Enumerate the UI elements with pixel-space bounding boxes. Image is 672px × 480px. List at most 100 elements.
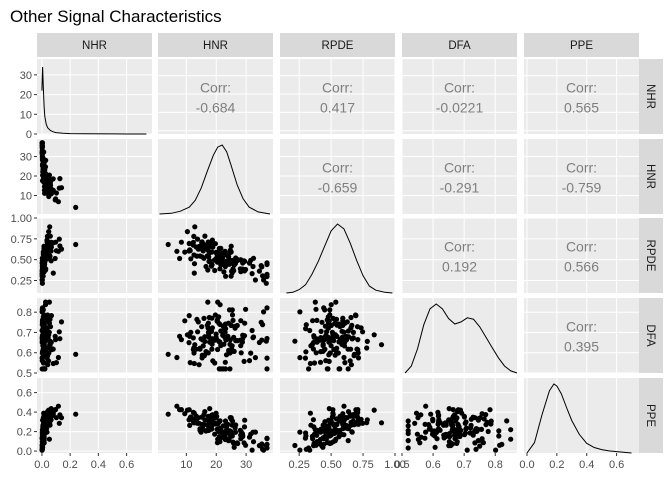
scatter-point <box>205 267 211 273</box>
scatter-point <box>450 407 456 413</box>
scatter-point <box>73 351 79 357</box>
scatter-point <box>45 175 52 181</box>
scatter-point <box>194 253 200 259</box>
panel-dfa-hnr <box>158 298 273 374</box>
scatter-point <box>350 418 356 424</box>
scatter-point <box>415 436 421 443</box>
scatter-point <box>340 321 346 328</box>
panel-background <box>524 218 639 293</box>
scatter-point <box>58 415 65 421</box>
strip-label: HNR <box>203 40 228 52</box>
scatter-point <box>40 314 46 320</box>
scatter-point <box>309 341 315 347</box>
scatter-point <box>264 305 270 311</box>
scatter-point <box>46 299 53 305</box>
strip-right-rpde <box>639 218 663 293</box>
scatter-point <box>463 419 469 425</box>
scatter-point <box>354 346 360 352</box>
scatter-point <box>199 355 205 361</box>
scatter-point <box>228 273 234 279</box>
scatter-point <box>174 248 180 254</box>
x-tick-label: 0.6 <box>609 459 624 471</box>
scatter-point <box>250 263 256 270</box>
scatter-point <box>248 431 254 437</box>
scatter-point <box>191 233 197 239</box>
scatter-point <box>336 428 342 434</box>
scatter-point <box>215 421 221 427</box>
scatter-point <box>195 329 201 335</box>
scatter-point <box>226 307 233 313</box>
panel-rpde-rpde <box>280 218 396 294</box>
scatter-point <box>479 411 485 417</box>
scatter-point <box>204 253 210 259</box>
scatter-point <box>307 360 313 367</box>
scatter-point <box>496 428 502 434</box>
scatter-point <box>252 277 258 283</box>
scatter-point <box>186 313 192 319</box>
scatter-point <box>56 329 62 335</box>
scatter-point <box>222 251 228 258</box>
scatter-point <box>412 420 418 426</box>
scatter-point <box>184 332 190 338</box>
scatter-point <box>52 333 58 339</box>
scatter-point <box>360 420 366 426</box>
scatter-point <box>405 430 411 437</box>
scatter-point <box>45 244 52 250</box>
x-tick-label: 0.6 <box>425 459 440 471</box>
scatter-point <box>474 428 480 434</box>
density-curve-dfa <box>404 303 518 374</box>
scatter-point <box>57 176 63 182</box>
scatter-point <box>348 362 354 368</box>
scatter-point <box>177 255 183 262</box>
scatter-point <box>39 140 45 146</box>
scatter-point <box>196 362 202 368</box>
scatter-point <box>430 428 436 434</box>
scatter-point <box>41 257 47 263</box>
panel-rpde-hnr <box>158 217 273 293</box>
corr-value: -0.0221 <box>436 100 484 116</box>
scatter-point <box>40 431 47 437</box>
scatter-point <box>205 299 211 305</box>
panel-hnr-dfa: Corr: -0.291 <box>401 139 517 214</box>
scatter-point <box>46 192 52 198</box>
scatter-point <box>252 429 258 435</box>
scatter-point <box>432 444 438 450</box>
corr-label: Corr: <box>444 80 475 96</box>
scatter-point <box>45 362 51 368</box>
scatter-point <box>341 403 347 409</box>
y-tick-label: 0.50 <box>11 255 32 267</box>
scatter-point <box>348 422 354 428</box>
scatter-point <box>216 339 222 345</box>
corr-value: 0.566 <box>564 259 599 275</box>
scatter-point <box>405 445 411 451</box>
scatter-point <box>165 241 171 248</box>
scatter-point <box>477 415 483 421</box>
scatter-point <box>243 442 249 448</box>
scatter-point <box>334 333 340 339</box>
scatter-point <box>39 151 46 157</box>
scatter-point <box>229 312 236 318</box>
scatter-point <box>165 351 171 357</box>
scatter-point <box>259 264 265 270</box>
scatter-point <box>353 407 359 413</box>
scatter-point <box>199 324 205 330</box>
scatter-point <box>202 233 208 239</box>
scatter-point <box>264 366 270 372</box>
x-tick-label: 0.0 <box>519 459 534 471</box>
scatter-point <box>239 258 245 264</box>
scatter-point <box>187 422 193 428</box>
scatter-point <box>48 313 55 319</box>
scatter-point <box>319 319 325 325</box>
x-tick-label: 0.25 <box>288 459 309 471</box>
scatter-point <box>207 339 213 345</box>
scatter-point <box>222 428 228 434</box>
scatter-point <box>55 199 62 205</box>
scatter-point <box>39 445 45 451</box>
x-tick-label: 10 <box>180 459 192 471</box>
scatter-point <box>355 355 362 361</box>
scatter-point <box>47 224 53 230</box>
scatter-point <box>353 313 359 319</box>
scatter-point <box>508 436 514 442</box>
scatter-point <box>191 261 198 267</box>
scatter-point <box>227 350 233 356</box>
